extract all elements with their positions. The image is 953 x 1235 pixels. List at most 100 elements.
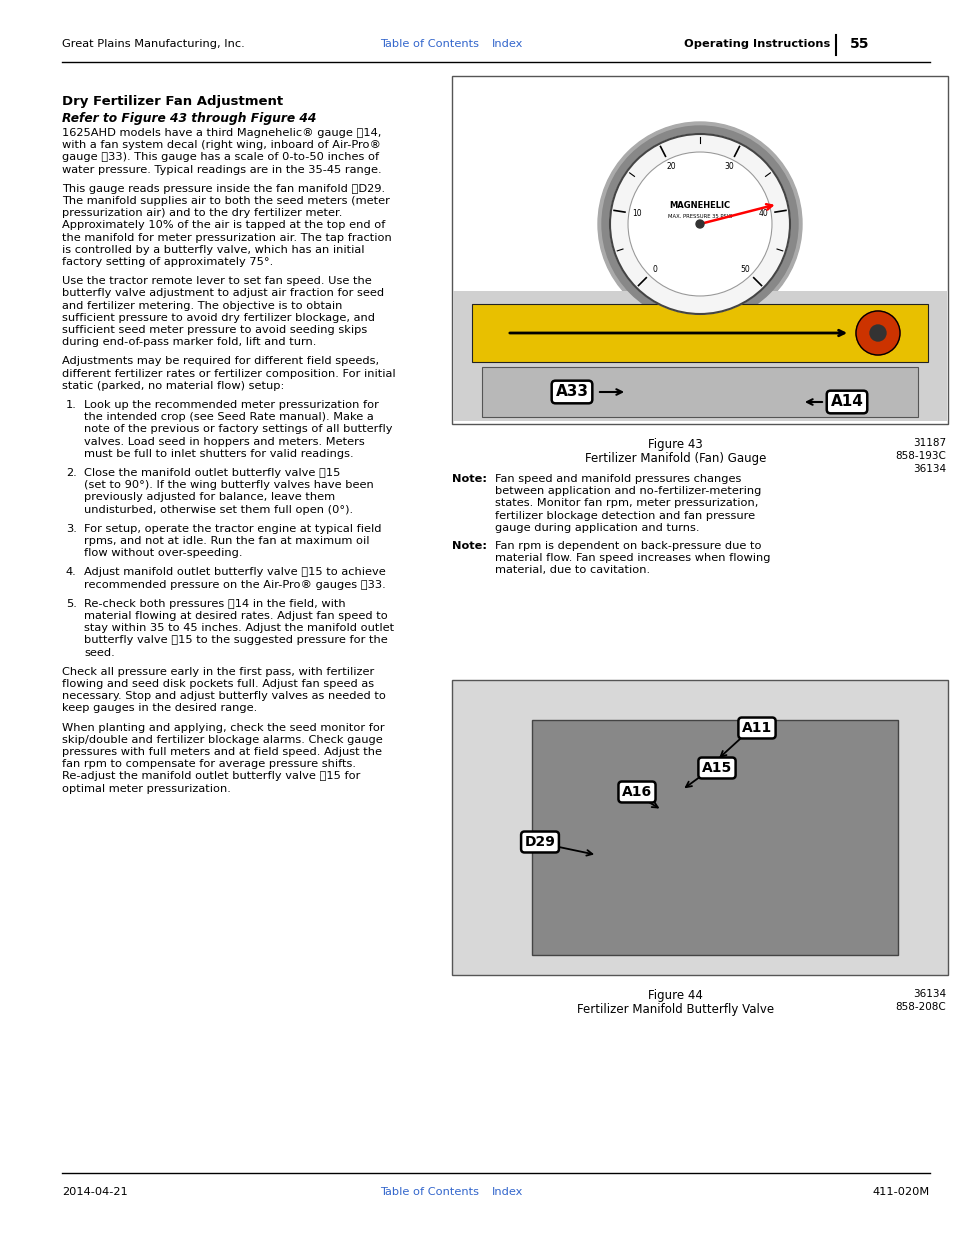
Text: skip/double and fertilizer blockage alarms. Check gauge: skip/double and fertilizer blockage alar… <box>62 735 382 745</box>
Text: MAX. PRESSURE 35 PSIG: MAX. PRESSURE 35 PSIG <box>667 215 731 220</box>
Text: the manifold for meter pressurization air. The tap fraction: the manifold for meter pressurization ai… <box>62 232 392 242</box>
Text: water pressure. Typical readings are in the 35-45 range.: water pressure. Typical readings are in … <box>62 164 381 174</box>
Text: material flow. Fan speed increases when flowing: material flow. Fan speed increases when … <box>495 553 770 563</box>
Text: Fertilizer Manifold Butterfly Valve: Fertilizer Manifold Butterfly Valve <box>576 1003 773 1016</box>
Circle shape <box>609 135 789 314</box>
Text: note of the previous or factory settings of all butterfly: note of the previous or factory settings… <box>84 425 392 435</box>
Text: Note:: Note: <box>452 474 486 484</box>
Text: Figure 44: Figure 44 <box>647 989 702 1002</box>
Text: Index: Index <box>492 40 523 49</box>
Text: Great Plains Manufacturing, Inc.: Great Plains Manufacturing, Inc. <box>62 40 245 49</box>
Text: 2.: 2. <box>66 468 76 478</box>
Text: 4.: 4. <box>66 567 76 578</box>
Circle shape <box>627 152 771 296</box>
Text: rpms, and not at idle. Run the fan at maximum oil: rpms, and not at idle. Run the fan at ma… <box>84 536 369 546</box>
Bar <box>452 680 947 974</box>
Bar <box>452 77 947 424</box>
Text: Table of Contents: Table of Contents <box>380 1187 479 1197</box>
Text: sufficient seed meter pressure to avoid seeding skips: sufficient seed meter pressure to avoid … <box>62 325 367 335</box>
Text: factory setting of approximately 75°.: factory setting of approximately 75°. <box>62 257 273 267</box>
Text: must be full to inlet shutters for valid readings.: must be full to inlet shutters for valid… <box>84 448 354 458</box>
Text: A33: A33 <box>555 384 588 399</box>
Text: static (parked, no material flow) setup:: static (parked, no material flow) setup: <box>62 380 284 390</box>
Text: Re-check both pressures Ⓐ14 in the field, with: Re-check both pressures Ⓐ14 in the field… <box>84 599 345 609</box>
Text: fertilizer blockage detection and fan pressure: fertilizer blockage detection and fan pr… <box>495 510 755 521</box>
Text: Adjustments may be required for different field speeds,: Adjustments may be required for differen… <box>62 357 378 367</box>
Text: pressures with full meters and at field speed. Adjust the: pressures with full meters and at field … <box>62 747 381 757</box>
Text: undisturbed, otherwise set them full open (0°).: undisturbed, otherwise set them full ope… <box>84 505 353 515</box>
Text: 30: 30 <box>723 163 733 172</box>
Text: A15: A15 <box>701 761 731 776</box>
Text: 1.: 1. <box>66 400 77 410</box>
Text: 36134
858-208C: 36134 858-208C <box>894 989 945 1013</box>
Text: valves. Load seed in hoppers and meters. Meters: valves. Load seed in hoppers and meters.… <box>84 437 364 447</box>
Text: 31187
858-193C
36134: 31187 858-193C 36134 <box>894 438 945 474</box>
Bar <box>481 367 917 417</box>
Text: Index: Index <box>492 1187 523 1197</box>
Text: seed.: seed. <box>84 647 114 657</box>
Text: The manifold supplies air to both the seed meters (meter: The manifold supplies air to both the se… <box>62 196 390 206</box>
Circle shape <box>869 325 885 341</box>
Text: butterfly valve adjustment to adjust air fraction for seed: butterfly valve adjustment to adjust air… <box>62 289 384 299</box>
Text: Fan speed and manifold pressures changes: Fan speed and manifold pressures changes <box>495 474 740 484</box>
Circle shape <box>855 311 899 354</box>
Text: Re-adjust the manifold outlet butterfly valve Ⓐ15 for: Re-adjust the manifold outlet butterfly … <box>62 772 360 782</box>
Text: 40: 40 <box>758 210 767 219</box>
Text: states. Monitor fan rpm, meter pressurization,: states. Monitor fan rpm, meter pressuriz… <box>495 499 758 509</box>
Text: material flowing at desired rates. Adjust fan speed to: material flowing at desired rates. Adjus… <box>84 611 387 621</box>
Text: necessary. Stop and adjust butterfly valves as needed to: necessary. Stop and adjust butterfly val… <box>62 692 385 701</box>
Text: Close the manifold outlet butterfly valve Ⓐ15: Close the manifold outlet butterfly valv… <box>84 468 340 478</box>
Text: 50: 50 <box>740 264 749 274</box>
Text: Operating Instructions: Operating Instructions <box>683 40 829 49</box>
Text: 55: 55 <box>849 37 868 51</box>
Text: optimal meter pressurization.: optimal meter pressurization. <box>62 783 231 794</box>
Text: MAGNEHELIC: MAGNEHELIC <box>669 201 730 210</box>
Text: flow without over-speeding.: flow without over-speeding. <box>84 548 242 558</box>
Text: Check all pressure early in the first pass, with fertilizer: Check all pressure early in the first pa… <box>62 667 374 677</box>
Text: A11: A11 <box>741 721 771 735</box>
Text: material, due to cavitation.: material, due to cavitation. <box>495 566 649 576</box>
Text: (set to 90°). If the wing butterfly valves have been: (set to 90°). If the wing butterfly valv… <box>84 480 374 490</box>
Text: This gauge reads pressure inside the fan manifold ⒶD29.: This gauge reads pressure inside the fan… <box>62 184 385 194</box>
Text: 411-020M: 411-020M <box>872 1187 929 1197</box>
Text: Use the tractor remote lever to set fan speed. Use the: Use the tractor remote lever to set fan … <box>62 277 372 287</box>
Text: Note:: Note: <box>452 541 486 551</box>
Text: Dry Fertilizer Fan Adjustment: Dry Fertilizer Fan Adjustment <box>62 95 283 107</box>
Text: 10: 10 <box>631 210 641 219</box>
Text: 5.: 5. <box>66 599 77 609</box>
Text: Approximately 10% of the air is tapped at the top end of: Approximately 10% of the air is tapped a… <box>62 220 385 231</box>
Text: gauge Ⓐ33). This gauge has a scale of 0-to-50 inches of: gauge Ⓐ33). This gauge has a scale of 0-… <box>62 152 378 162</box>
Text: pressurization air) and to the dry fertilizer meter.: pressurization air) and to the dry ferti… <box>62 209 342 219</box>
Text: previously adjusted for balance, leave them: previously adjusted for balance, leave t… <box>84 493 335 503</box>
Text: Figure 43: Figure 43 <box>647 438 701 451</box>
Text: keep gauges in the desired range.: keep gauges in the desired range. <box>62 704 257 714</box>
Text: D29: D29 <box>524 835 555 848</box>
Text: For setup, operate the tractor engine at typical field: For setup, operate the tractor engine at… <box>84 524 381 534</box>
Bar <box>453 291 946 421</box>
Text: the intended crop (see Seed Rate manual). Make a: the intended crop (see Seed Rate manual)… <box>84 412 374 422</box>
Circle shape <box>696 220 703 228</box>
Circle shape <box>601 126 797 322</box>
Text: When planting and applying, check the seed monitor for: When planting and applying, check the se… <box>62 722 384 732</box>
Bar <box>532 720 897 955</box>
Text: during end-of-pass marker fold, lift and turn.: during end-of-pass marker fold, lift and… <box>62 337 316 347</box>
Text: and fertilizer metering. The objective is to obtain: and fertilizer metering. The objective i… <box>62 300 342 310</box>
Bar <box>472 304 927 362</box>
Text: Look up the recommended meter pressurization for: Look up the recommended meter pressuriza… <box>84 400 378 410</box>
Text: 0: 0 <box>652 264 657 274</box>
Text: 20: 20 <box>665 163 675 172</box>
Text: flowing and seed disk pockets full. Adjust fan speed as: flowing and seed disk pockets full. Adju… <box>62 679 374 689</box>
Text: A14: A14 <box>830 394 862 410</box>
Text: Fan rpm is dependent on back-pressure due to: Fan rpm is dependent on back-pressure du… <box>495 541 760 551</box>
Circle shape <box>598 122 801 326</box>
Text: is controlled by a butterfly valve, which has an initial: is controlled by a butterfly valve, whic… <box>62 245 364 254</box>
Text: Adjust manifold outlet butterfly valve Ⓐ15 to achieve: Adjust manifold outlet butterfly valve Ⓐ… <box>84 567 385 578</box>
Text: 1625AHD models have a third Magnehelic® gauge Ⓐ14,: 1625AHD models have a third Magnehelic® … <box>62 128 381 138</box>
Text: between application and no-fertilizer-metering: between application and no-fertilizer-me… <box>495 487 760 496</box>
Text: butterfly valve Ⓐ15 to the suggested pressure for the: butterfly valve Ⓐ15 to the suggested pre… <box>84 635 387 646</box>
Text: fan rpm to compensate for average pressure shifts.: fan rpm to compensate for average pressu… <box>62 760 355 769</box>
Text: Fertilizer Manifold (Fan) Gauge: Fertilizer Manifold (Fan) Gauge <box>584 452 765 466</box>
Text: stay within 35 to 45 inches. Adjust the manifold outlet: stay within 35 to 45 inches. Adjust the … <box>84 624 394 634</box>
Text: sufficient pressure to avoid dry fertilizer blockage, and: sufficient pressure to avoid dry fertili… <box>62 312 375 322</box>
Text: 2014-04-21: 2014-04-21 <box>62 1187 128 1197</box>
